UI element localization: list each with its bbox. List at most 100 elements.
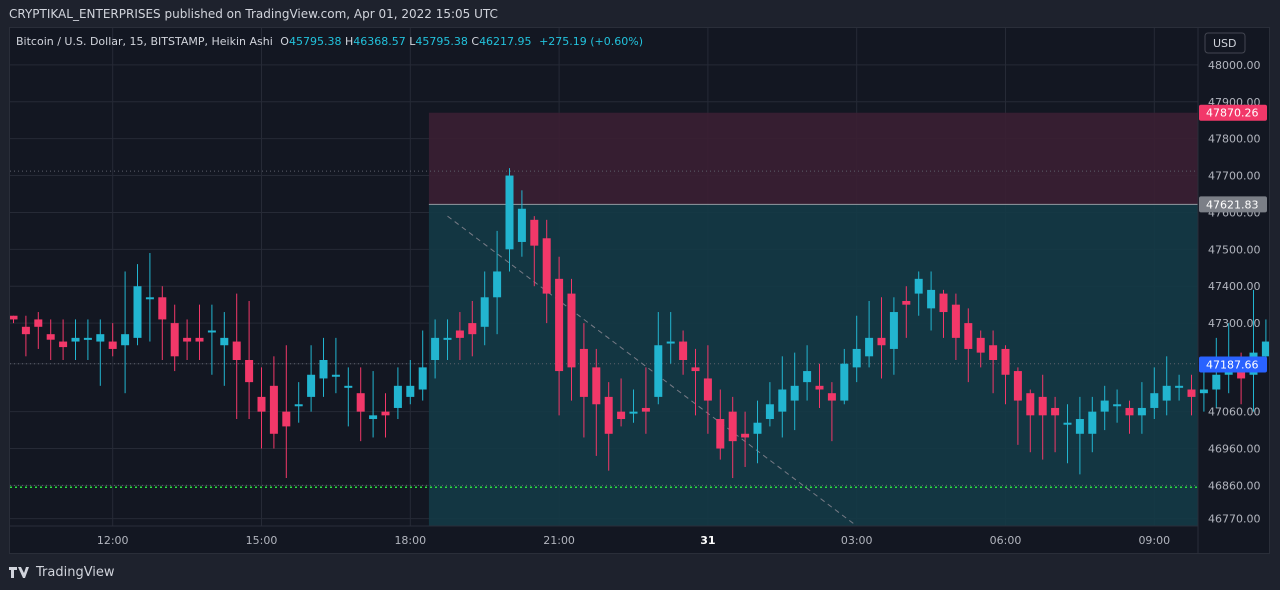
candle-body [976,337,985,353]
candle-body [889,312,898,349]
candle-body [443,337,452,340]
y-tick-label: 47700.00 [1208,170,1261,183]
candle-body [220,337,229,346]
legend-open-value: 45795.38 [288,35,342,48]
legend-close-value: 46217.95 [479,35,532,48]
candle-body [505,175,514,250]
candle-body [753,422,762,434]
x-tick-label: 03:00 [841,534,873,547]
legend-low-value: 45795.38 [415,35,468,48]
y-tick-label: 46770.00 [1208,513,1261,526]
candle-body [579,348,588,397]
candle-body [1051,407,1060,416]
publisher-caption: CRYPTIKAL_ENTERPRISES published on Tradi… [9,7,498,21]
candle-body [1125,407,1134,416]
x-tick-label: 18:00 [394,534,426,547]
candle-body [1261,341,1269,357]
candle-body [765,404,774,420]
legend-symbol: Bitcoin / U.S. Dollar, 15, BITSTAMP, Hei… [16,35,273,48]
candle-body [21,326,30,335]
candle-body [604,396,613,434]
candle-body [493,271,502,298]
x-tick-label: 09:00 [1138,534,1170,547]
candle-body [641,407,650,412]
candle-body [629,411,638,414]
candle-body [468,323,477,335]
stop-price-label: 47870.26 [1206,107,1259,120]
y-tick-label: 47500.00 [1208,243,1261,256]
candle-body [369,415,378,420]
x-tick-label: 15:00 [246,534,278,547]
candle-body [307,374,316,397]
candle-body [133,286,142,338]
candle-body [927,289,936,309]
candle-body [1212,374,1221,390]
candle-body [71,337,80,342]
candle-body [10,315,18,320]
y-tick-label: 47800.00 [1208,133,1261,146]
candle-body [1038,396,1047,416]
candle-body [852,348,861,368]
candle-body [1199,389,1208,394]
candle-body [741,433,750,438]
candle-body [170,323,179,357]
candle-body [331,374,340,377]
candle-body [59,341,68,348]
y-tick-label: 47400.00 [1208,280,1261,293]
candle-body [269,385,278,434]
currency-label: USD [1213,37,1237,50]
candle-body [381,411,390,416]
candle-body [964,323,973,349]
candle-body [1075,419,1084,434]
y-tick-label: 47060.00 [1208,406,1261,419]
candle-body [827,393,836,401]
projection-line [447,215,858,527]
stop-loss-zone [428,112,1198,205]
candle-body [530,219,539,246]
chart-frame[interactable]: 46770.0046860.0046960.0047060.0047190.00… [9,27,1270,554]
candle-body [1162,385,1171,401]
candle-body [939,293,948,313]
currency-badge [1204,32,1246,54]
candle-body [344,385,353,388]
candle-body [1237,367,1246,379]
stop-price-label-box [1199,104,1267,121]
candle-body [195,337,204,342]
candle-body [356,393,365,412]
candle-body [406,385,415,397]
footer-brand-label: TradingView [36,565,115,580]
candle-body [108,341,117,349]
tradingview-logo-icon [9,567,29,578]
candle-body [1088,411,1097,434]
candle-body [1013,371,1022,401]
candle-body [183,337,192,342]
candle-body [716,419,725,449]
candle-body [418,367,427,390]
candle-body [790,385,799,401]
x-tick-label: 12:00 [97,534,129,547]
candle-body [555,278,564,372]
candle-body [914,278,923,294]
footer-brand[interactable]: TradingView [9,565,115,580]
candle-body [703,378,712,401]
y-tick-label: 46960.00 [1208,443,1261,456]
x-tick-label: 31 [700,534,715,547]
x-tick-label: 06:00 [990,534,1022,547]
candle-body [592,367,601,405]
candle-body [691,367,700,372]
candle-body [480,297,489,327]
entry-price-label: 47621.83 [1206,198,1259,211]
candle-body [803,371,812,383]
candle-body [393,385,402,408]
candle-body [145,297,154,300]
legend-close-label: C [471,35,480,48]
candle-body [294,404,303,407]
candle-body [282,411,291,427]
chart-canvas[interactable]: 46770.0046860.0046960.0047060.0047190.00… [10,28,1269,553]
candle-body [989,345,998,360]
candle-body [257,396,266,412]
candle-body [431,337,440,360]
candle-body [455,330,464,338]
candle-body [1001,348,1010,375]
candle-body [245,360,254,383]
